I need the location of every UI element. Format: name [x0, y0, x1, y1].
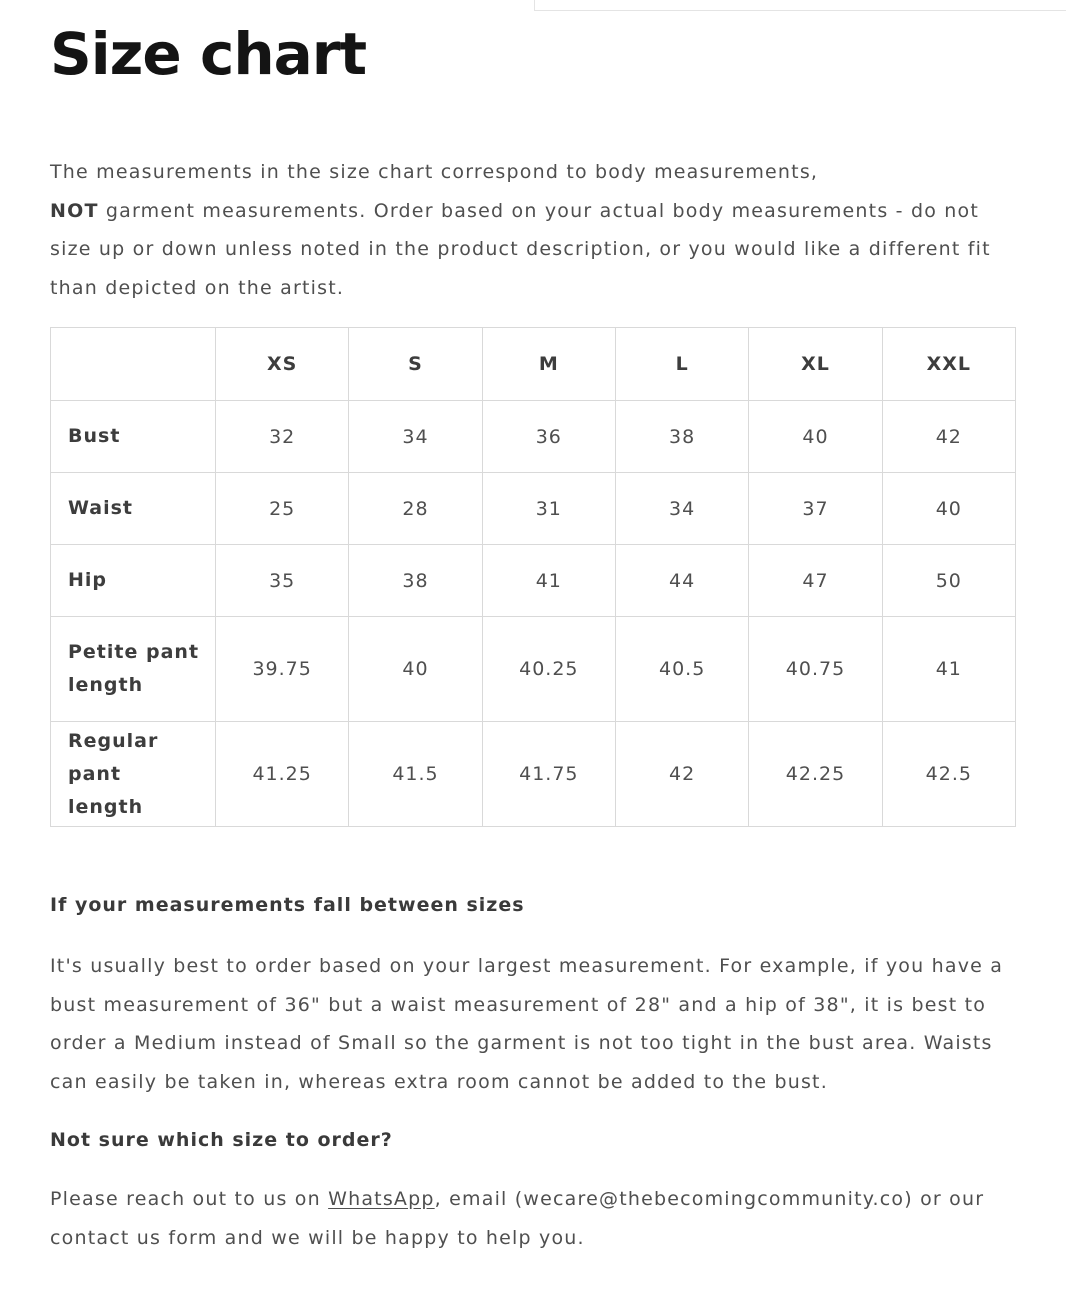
row-label: Waist [50, 472, 216, 545]
cell-value: 42.5 [881, 721, 1017, 827]
cell-value: 41.25 [214, 721, 350, 827]
row-label: Hip [50, 544, 216, 617]
page-title: Size chart [50, 20, 367, 88]
table-row-hip: Hip 35 38 41 44 47 50 [50, 544, 1017, 617]
cell-value: 42 [614, 721, 750, 827]
cell-value: 25 [214, 472, 350, 545]
cell-value: 40.25 [481, 616, 616, 722]
cell-value: 41.5 [348, 721, 483, 827]
cell-value: 41 [881, 616, 1017, 722]
cell-value: 31 [481, 472, 616, 545]
cell-value: 40 [881, 472, 1017, 545]
cell-value: 42.25 [748, 721, 883, 827]
column-header-l: L [614, 327, 750, 401]
table-row-regular-pant-length: Regular pant length 41.25 41.5 41.75 42 … [50, 721, 1017, 827]
cell-value: 41 [481, 544, 616, 617]
cell-value: 40 [348, 616, 483, 722]
cell-value: 36 [481, 400, 616, 473]
row-label: Regular pant length [50, 721, 216, 827]
table-row-bust: Bust 32 34 36 38 40 42 [50, 400, 1017, 473]
contact-text-after-link: , email (wecare@thebecomingcommunity.co)… [50, 1188, 985, 1249]
cell-value: 38 [348, 544, 483, 617]
table-row-waist: Waist 25 28 31 34 37 40 [50, 472, 1017, 545]
column-header-s: S [348, 327, 483, 401]
between-sizes-paragraph: It's usually best to order based on your… [50, 955, 1004, 1093]
cell-value: 50 [881, 544, 1017, 617]
contact-text-before-link: Please reach out to us on [50, 1188, 329, 1210]
cell-value: 32 [214, 400, 350, 473]
cell-value: 44 [614, 544, 750, 617]
corner-cell [50, 327, 216, 401]
cell-value: 40 [748, 400, 883, 473]
row-label: Bust [50, 400, 216, 473]
column-header-xl: XL [748, 327, 883, 401]
whatsapp-link[interactable]: WhatsApp [328, 1188, 435, 1210]
column-header-xs: XS [214, 327, 350, 401]
size-chart-table: XS S M L XL XXL Bust 32 34 36 38 40 42 W… [50, 327, 1017, 827]
cell-value: 35 [214, 544, 350, 617]
size-header-row: XS S M L XL XXL [50, 327, 1017, 401]
intro-paragraph: The measurements in the size chart corre… [50, 153, 1016, 307]
contact-heading: Not sure which size to order? [50, 1129, 393, 1151]
cell-value: 34 [614, 472, 750, 545]
cell-value: 47 [748, 544, 883, 617]
cell-value: 42 [881, 400, 1017, 473]
between-sizes-heading: If your measurements fall between sizes [50, 894, 525, 916]
cell-value: 40.75 [748, 616, 883, 722]
cell-value: 28 [348, 472, 483, 545]
intro-bold-not: NOT [50, 199, 99, 222]
intro-line-1: The measurements in the size chart corre… [50, 161, 819, 183]
truncated-top-panel [534, 0, 1066, 11]
row-label: Petite pant length [50, 616, 216, 722]
cell-value: 34 [348, 400, 483, 473]
size-chart-page: Size chart The measurements in the size … [50, 20, 1017, 1275]
cell-value: 40.5 [614, 616, 750, 722]
cell-value: 41.75 [481, 721, 616, 827]
contact-paragraph: Please reach out to us on WhatsApp, emai… [50, 1180, 1016, 1275]
table-row-petite-pant-length: Petite pant length 39.75 40 40.25 40.5 4… [50, 616, 1017, 722]
cell-value: 39.75 [214, 616, 350, 722]
cell-value: 37 [748, 472, 883, 545]
intro-continuation: garment measurements. Order based on you… [50, 199, 991, 299]
cell-value: 38 [614, 400, 750, 473]
column-header-xxl: XXL [881, 327, 1017, 401]
column-header-m: M [481, 327, 616, 401]
